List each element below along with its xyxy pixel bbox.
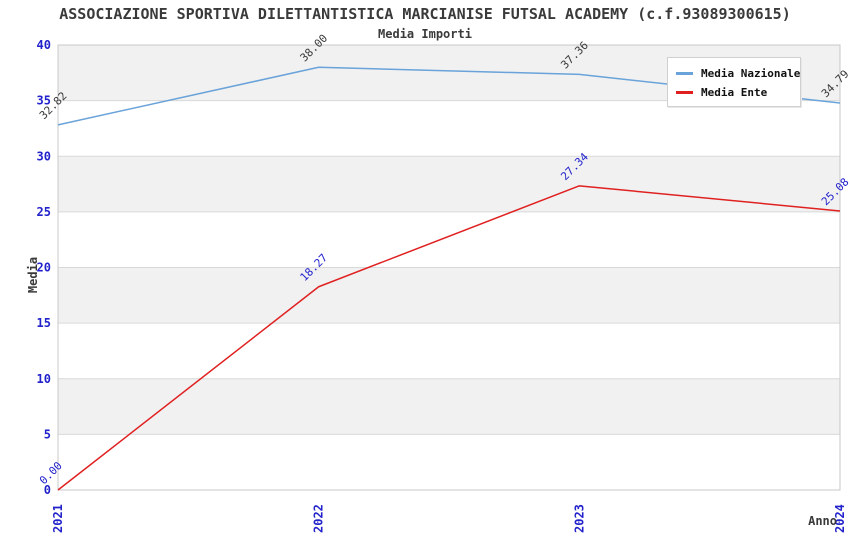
- x-axis-title: Anno: [808, 514, 837, 528]
- legend-label: Media Nazionale: [701, 67, 801, 80]
- plot-band: [58, 378, 840, 435]
- x-tick-label: 2021: [51, 504, 65, 533]
- x-tick-label: 2024: [833, 504, 847, 533]
- y-axis-title: Media: [26, 256, 41, 294]
- series-line-media-ente: [57, 185, 841, 491]
- y-tick-label: 0: [44, 483, 51, 497]
- y-tick-label: 35: [37, 94, 51, 108]
- y-tick-label: 10: [37, 372, 51, 386]
- legend-box: Media Nazionale Media Ente: [667, 57, 801, 107]
- plot-border: [57, 44, 841, 491]
- y-tick-label: 40: [37, 38, 51, 52]
- plot-band: [58, 100, 840, 157]
- legend-item-media-ente: Media Ente: [676, 86, 792, 99]
- chart-subtitle: Media Importi: [378, 27, 472, 41]
- y-tick-label: 30: [37, 149, 51, 163]
- plot-band: [58, 323, 840, 379]
- legend-line-sample-ente-icon: [676, 91, 693, 94]
- legend-label: Media Ente: [701, 86, 768, 99]
- x-tick-label: 2023: [572, 504, 586, 533]
- y-tick-label: 25: [37, 205, 51, 219]
- plot-band: [58, 156, 840, 212]
- y-tick-label: 5: [44, 427, 51, 441]
- y-tick-label: 20: [37, 261, 51, 275]
- y-tick-label: 15: [37, 316, 51, 330]
- plot-band: [58, 211, 840, 268]
- plot-band: [58, 267, 840, 324]
- plot-band: [58, 434, 840, 490]
- legend-item-media-nazionale: Media Nazionale: [676, 67, 800, 80]
- x-tick-label: 2022: [312, 504, 326, 533]
- chart-title: ASSOCIAZIONE SPORTIVA DILETTANTISTICA MA…: [59, 5, 791, 23]
- legend-line-sample-nazionale-icon: [676, 72, 693, 75]
